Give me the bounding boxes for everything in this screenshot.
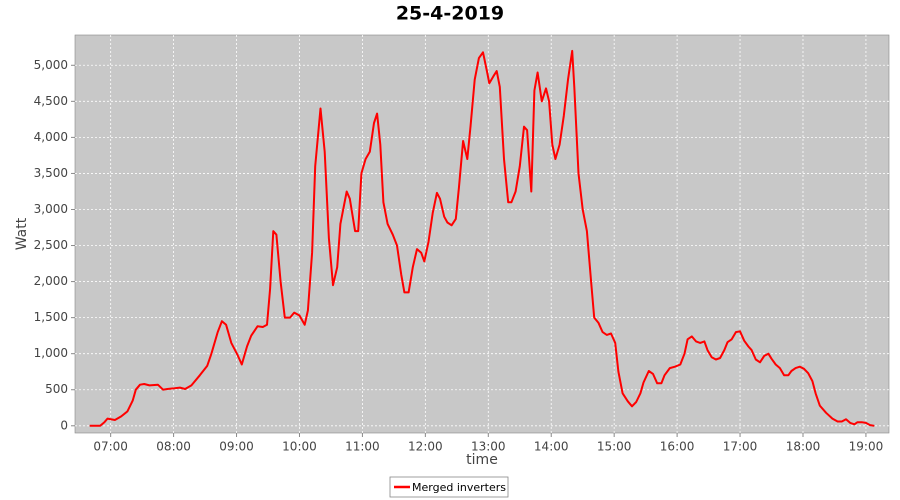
x-tick-label: 11:00 [345, 440, 380, 454]
x-tick-label: 08:00 [156, 440, 191, 454]
y-tick-label: 2,000 [34, 274, 68, 288]
y-axis-label: Watt [14, 217, 30, 250]
y-tick-label: 3,500 [34, 166, 68, 180]
y-tick-label: 3,000 [34, 202, 68, 216]
y-tick-label: 2,500 [34, 238, 68, 252]
y-tick-label: 4,500 [34, 94, 68, 108]
x-axis-label: time [466, 452, 498, 468]
legend-box [389, 476, 509, 498]
x-tick-label: 07:00 [93, 440, 128, 454]
x-tick-label: 18:00 [786, 440, 821, 454]
y-tick-label: 0 [60, 418, 68, 432]
x-tick-label: 17:00 [723, 440, 758, 454]
x-tick-label: 13:00 [471, 440, 506, 454]
x-tick-label: 14:00 [534, 440, 569, 454]
y-tick-label: 4,000 [34, 130, 68, 144]
chart-title: 25-4-2019 [396, 3, 504, 25]
x-tick-label: 12:00 [408, 440, 443, 454]
y-tick-label: 1,000 [34, 346, 68, 360]
x-tick-label: 19:00 [849, 440, 884, 454]
x-tick-label: 16:00 [660, 440, 695, 454]
y-tick-label: 500 [45, 382, 68, 396]
plot-area [74, 34, 890, 434]
y-tick-label: 1,500 [34, 310, 68, 324]
y-tick-label: 5,000 [34, 58, 68, 72]
legend-label: Merged inverters [412, 481, 506, 494]
x-tick-label: 09:00 [219, 440, 254, 454]
legend: Merged inverters [389, 476, 509, 498]
x-tick-label: 15:00 [597, 440, 632, 454]
x-tick-label: 10:00 [282, 440, 317, 454]
line-series [89, 49, 875, 427]
